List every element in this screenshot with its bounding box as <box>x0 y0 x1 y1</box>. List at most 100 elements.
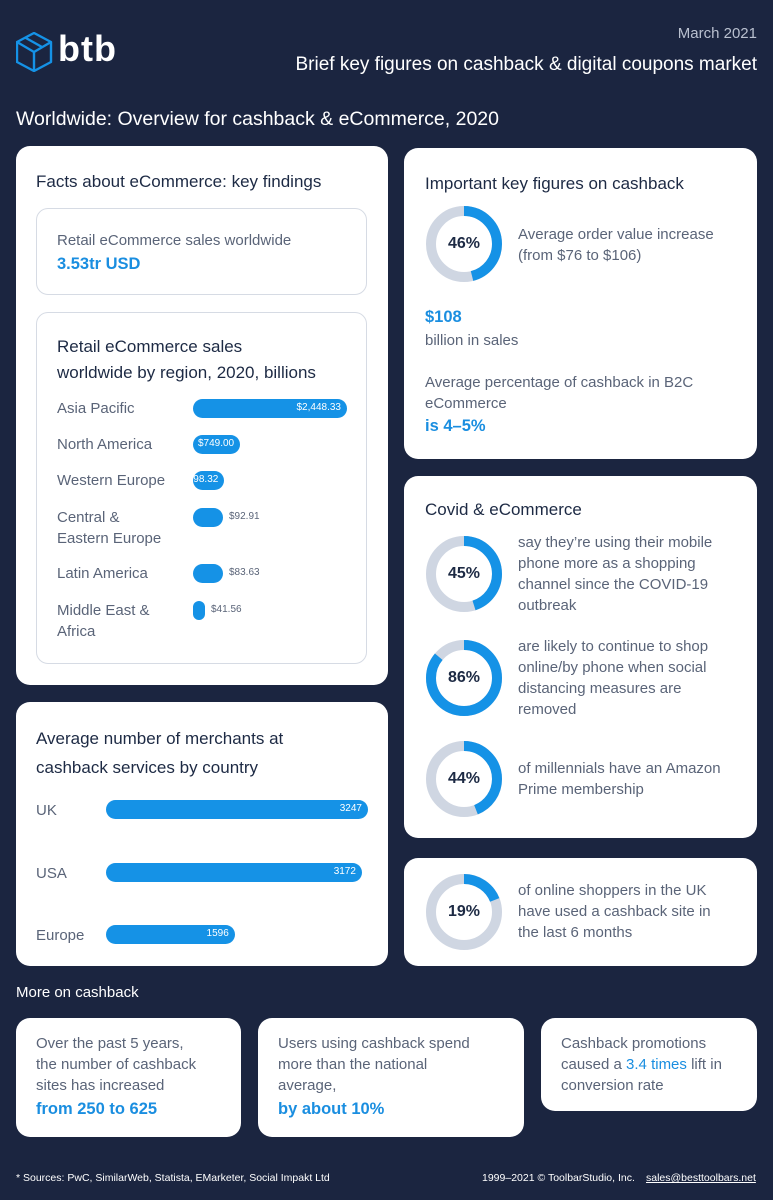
covid-text-line: are likely to continue to shop <box>518 638 709 655</box>
more-card-spend: Users using cashback spend more than the… <box>258 1018 524 1137</box>
avg-pct-text-line: Average percentage of cashback in B2C <box>425 374 694 391</box>
region-category-label: Western Europe <box>57 472 166 489</box>
merchants-title-line: cashback services by country <box>36 758 259 777</box>
region-bar: $498.32 <box>182 471 225 490</box>
more-text-line: Cashback promotions <box>561 1035 707 1052</box>
more-text-fragment: caused a <box>561 1056 627 1073</box>
uk-text-line: of online shoppers in the UK <box>518 882 707 899</box>
merchant-bar-chart: UK 3247 USA 3172 Europe 1596 <box>16 702 388 966</box>
region-chart-title: Retail eCommerce sales worldwide by regi… <box>57 334 316 386</box>
more-text-line: the number of cashback <box>36 1056 197 1073</box>
merchant-country-label: USA <box>36 865 67 882</box>
aov-text-line: Average order value increase <box>518 226 714 243</box>
region-bar-value: $92.91 <box>229 511 260 522</box>
covid-text-line: say they’re using their mobile <box>518 534 713 551</box>
more-text-line: conversion rate <box>561 1077 664 1094</box>
merchant-country-label: Europe <box>36 927 85 944</box>
merchant-bar: 1596 <box>106 925 235 944</box>
uk-donut <box>426 874 502 950</box>
merchant-bar: 3247 <box>106 800 368 819</box>
region-bar <box>193 601 205 620</box>
merchants-title: Average number of merchants at cashback … <box>36 724 283 782</box>
region-category-label: Asia Pacific <box>57 400 135 417</box>
section-title: Worldwide: Overview for cashback & eComm… <box>16 108 499 130</box>
region-category-label: Central & Eastern Europe <box>57 509 162 547</box>
covid-title: Covid & eCommerce <box>425 500 582 519</box>
donut-value-arc <box>426 874 502 950</box>
covid-card: Covid & eCommerce 45% say they’re using … <box>404 476 757 838</box>
covid-pct-label: 45% <box>447 565 481 582</box>
more-title: More on cashback <box>16 984 139 1001</box>
more-card-text: Users using cashback spend more than the… <box>278 1033 470 1096</box>
donut-value-arc <box>426 206 502 282</box>
conversion-highlight: 3.4 times <box>626 1056 687 1073</box>
aov-text: Average order value increase (from $76 t… <box>518 224 714 266</box>
region-bar: $2,448.33 <box>193 399 347 418</box>
covid-text-line: of millennials have an Amazon <box>518 760 721 777</box>
more-card-text: Over the past 5 years, the number of cas… <box>36 1033 196 1096</box>
more-text-line: average, <box>278 1077 337 1094</box>
region-bar-value: $749.00 <box>197 438 235 449</box>
sales-label: billion in sales <box>425 332 519 349</box>
footer-email-link[interactable]: sales@besttoolbars.net <box>646 1172 756 1184</box>
merchants-title-line: Average number of merchants at <box>36 729 284 748</box>
sales-value: $108 <box>425 308 462 326</box>
avg-pct-text: Average percentage of cashback in B2C eC… <box>425 372 693 414</box>
region-bar-value: $498.32 <box>182 474 219 485</box>
more-text-line: sites has increased <box>36 1077 165 1094</box>
merchant-bar: 3172 <box>106 863 362 882</box>
footer-sources: * Sources: PwC, SimilarWeb, Statista, EM… <box>16 1172 330 1184</box>
covid-text-line: phone more as a shopping <box>518 555 696 572</box>
region-bar-value: $83.63 <box>229 567 260 578</box>
covid-donut-prime <box>426 741 502 817</box>
covid-item-text: say they’re using their mobile phone mor… <box>518 532 712 616</box>
region-chart-box: Retail eCommerce sales worldwide by regi… <box>36 312 367 664</box>
avg-pct-text-line: eCommerce <box>425 395 507 412</box>
more-card-value: from 250 to 625 <box>36 1100 158 1118</box>
merchant-country-label: UK <box>36 802 57 819</box>
more-text-line: more than the national <box>278 1056 428 1073</box>
logo-text: btb <box>58 28 117 69</box>
retail-sales-label: Retail eCommerce sales worldwide <box>57 232 292 249</box>
uk-pct-label: 19% <box>447 903 481 920</box>
donut-value-arc <box>426 741 502 817</box>
report-date: March 2021 <box>677 25 757 42</box>
footer-copyright: 1999–2021 © ToolbarStudio, Inc. <box>482 1172 635 1184</box>
covid-text-line: distancing measures are <box>518 680 682 697</box>
region-bar: $749.00 <box>193 435 241 454</box>
uk-text-line: have used a cashback site in <box>518 903 711 920</box>
region-chart-title-line: worldwide by region, 2020, billions <box>57 363 316 382</box>
uk-text-line: the last 6 months <box>518 924 633 941</box>
avg-pct-value: is 4–5% <box>425 417 486 435</box>
region-category-label: Middle East & Africa <box>57 602 150 640</box>
more-card-sites: Over the past 5 years, the number of cas… <box>16 1018 241 1137</box>
more-text-line: Users using cashback spend <box>278 1035 470 1052</box>
covid-item-text: of millennials have an Amazon Prime memb… <box>518 758 721 800</box>
region-bar <box>193 508 223 527</box>
more-card-conversion: Cashback promotions caused a 3.4 times l… <box>541 1018 757 1111</box>
region-bar-chart: Asia Pacific $2,448.33 North America $749.0… <box>37 313 368 665</box>
covid-donut-mobile <box>426 536 502 612</box>
merchants-card: Average number of merchants at cashback … <box>16 702 388 966</box>
covid-item-text: are likely to continue to shop online/by… <box>518 636 708 720</box>
btb-logo <box>16 32 53 72</box>
uk-stat-card: 19% of online shoppers in the UK have us… <box>404 858 757 966</box>
aov-text-line: (from $76 to $106) <box>518 247 642 264</box>
more-card-text: Cashback promotions caused a 3.4 times l… <box>561 1033 722 1096</box>
merchant-bar-value: 3172 <box>333 866 356 877</box>
key-figures-card: Important key figures on cashback 46% Av… <box>404 148 757 459</box>
covid-donut-online <box>426 640 502 716</box>
aov-pct-label: 46% <box>447 235 481 252</box>
covid-text-line: channel since the COVID-19 <box>518 576 709 593</box>
uk-stat-text: of online shoppers in the UK have used a… <box>518 880 711 943</box>
facts-title: Facts about eCommerce: key findings <box>36 172 322 191</box>
more-text-fragment: lift in <box>686 1056 722 1073</box>
covid-text-line: removed <box>518 701 577 718</box>
more-text-line: Over the past 5 years, <box>36 1035 184 1052</box>
region-bar-value: $2,448.33 <box>296 402 342 413</box>
region-bar-value: $41.56 <box>211 604 242 615</box>
merchant-bar-value: 1596 <box>206 928 229 939</box>
covid-pct-label: 86% <box>447 669 481 686</box>
facts-card: Facts about eCommerce: key findings Reta… <box>16 146 388 685</box>
region-chart-title-line: Retail eCommerce sales <box>57 337 243 356</box>
